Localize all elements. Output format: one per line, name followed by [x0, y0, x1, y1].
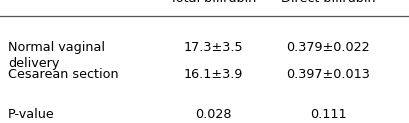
Text: 0.028: 0.028	[194, 108, 231, 121]
Text: Total bilirubin: Total bilirubin	[170, 0, 256, 5]
Text: 17.3±3.5: 17.3±3.5	[183, 41, 243, 54]
Text: Direct bilirubin: Direct bilirubin	[280, 0, 374, 5]
Text: 0.397±0.013: 0.397±0.013	[285, 68, 369, 81]
Text: P-value: P-value	[8, 108, 55, 121]
Text: 0.111: 0.111	[309, 108, 346, 121]
Text: Cesarean section: Cesarean section	[8, 68, 119, 81]
Text: 16.1±3.9: 16.1±3.9	[183, 68, 242, 81]
Text: 0.379±0.022: 0.379±0.022	[285, 41, 369, 54]
Text: Normal vaginal
delivery: Normal vaginal delivery	[8, 41, 105, 70]
